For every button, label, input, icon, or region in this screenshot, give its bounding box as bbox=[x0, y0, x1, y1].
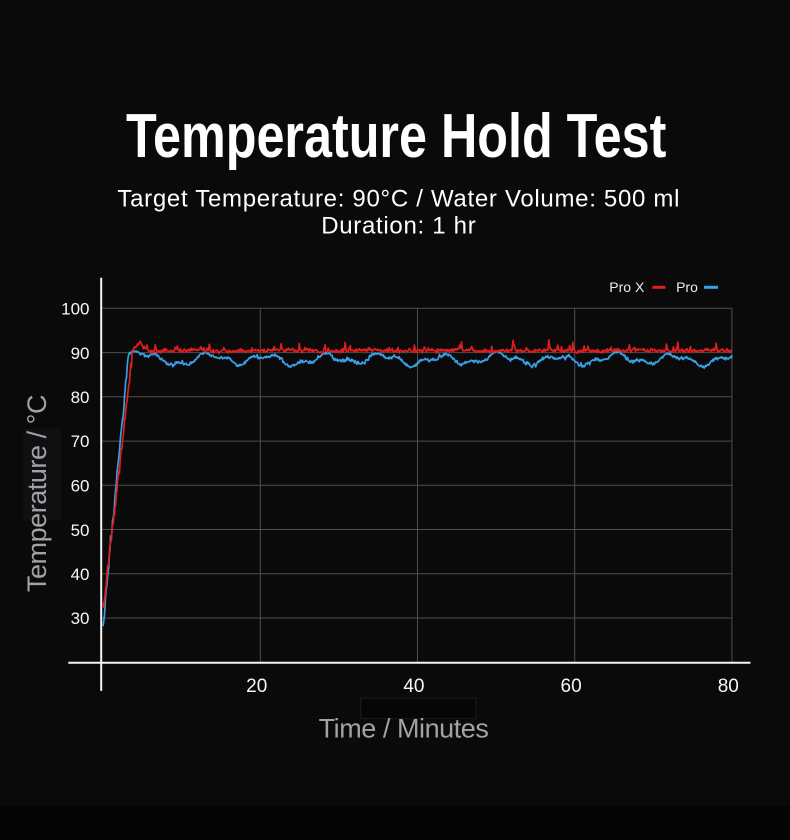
svg-text:90: 90 bbox=[71, 344, 90, 363]
svg-text:20: 20 bbox=[246, 676, 267, 697]
svg-text:Temperature / °C: Temperature / °C bbox=[22, 395, 52, 592]
svg-text:50: 50 bbox=[71, 521, 90, 540]
svg-text:40: 40 bbox=[71, 565, 90, 584]
svg-text:30: 30 bbox=[71, 609, 90, 628]
svg-text:40: 40 bbox=[403, 676, 424, 697]
svg-text:Pro: Pro bbox=[676, 279, 698, 295]
svg-text:100: 100 bbox=[61, 300, 89, 319]
svg-text:70: 70 bbox=[71, 432, 90, 451]
svg-text:80: 80 bbox=[718, 676, 739, 697]
svg-text:60: 60 bbox=[71, 477, 90, 496]
svg-text:Pro X: Pro X bbox=[609, 279, 645, 295]
svg-text:60: 60 bbox=[561, 676, 582, 697]
svg-text:Duration: 1 hr: Duration: 1 hr bbox=[321, 212, 476, 239]
svg-text:Time / Minutes: Time / Minutes bbox=[319, 714, 489, 744]
svg-text:80: 80 bbox=[71, 388, 90, 407]
svg-text:Target Temperature: 90°C / Wat: Target Temperature: 90°C / Water Volume:… bbox=[117, 186, 680, 213]
svg-text:Temperature Hold Test: Temperature Hold Test bbox=[126, 102, 666, 171]
